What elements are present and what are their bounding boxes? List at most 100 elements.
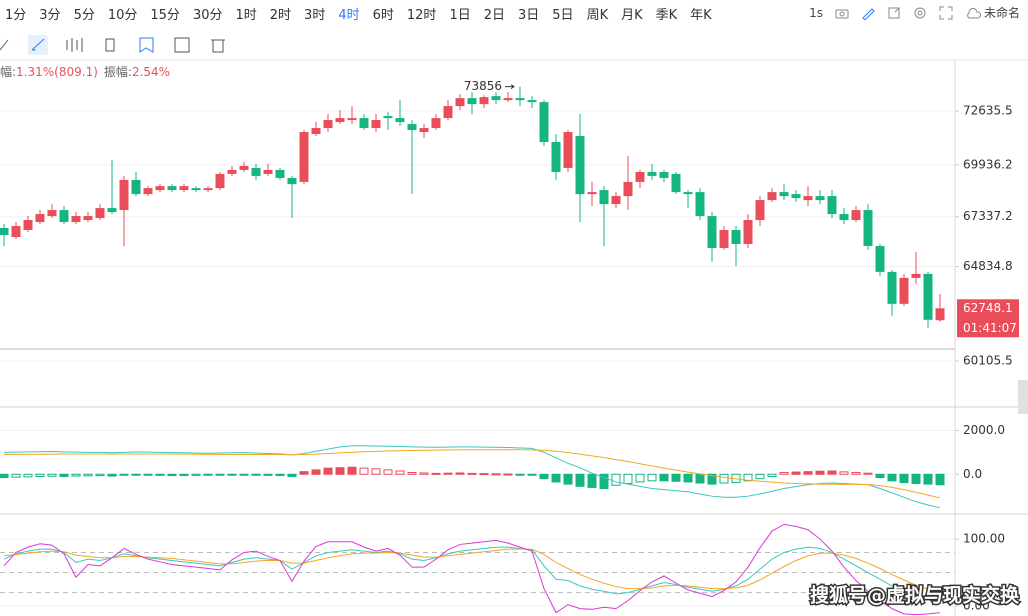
settings-icon[interactable]	[913, 6, 927, 20]
macd-bar	[515, 473, 525, 476]
candle-body	[167, 186, 177, 191]
candle-body	[143, 188, 153, 195]
interval-button[interactable]: 周K	[586, 7, 609, 23]
macd-bar	[683, 473, 693, 483]
macd-bar	[443, 472, 453, 475]
interval-button[interactable]: 5分	[73, 7, 95, 23]
macd-bar	[755, 473, 765, 480]
macd-bar	[647, 473, 657, 482]
macd-bar	[383, 469, 393, 475]
interval-button[interactable]: 4时	[338, 7, 360, 23]
macd-bar	[455, 472, 465, 475]
macd-bar	[779, 472, 789, 475]
macd-bar	[431, 472, 441, 475]
macd-bar	[827, 470, 837, 475]
macd-bar	[491, 473, 501, 476]
y-tick-label: 2000.0	[963, 423, 1005, 437]
macd-bar	[179, 473, 189, 477]
interval-button[interactable]: 3分	[39, 7, 61, 23]
layout[interactable]: 未命名	[965, 4, 1020, 21]
candle-body	[911, 273, 921, 278]
candle-body	[239, 165, 249, 170]
draw-icon[interactable]	[861, 6, 875, 20]
macd-bar	[287, 473, 297, 477]
interval-button[interactable]: 1时	[235, 7, 257, 23]
candle-body	[395, 118, 405, 123]
info-label: 振幅:	[103, 65, 132, 79]
max-arrow	[505, 84, 515, 90]
interval-button[interactable]: 2日	[483, 7, 505, 23]
candle-body	[923, 273, 933, 320]
pattern-icon[interactable]	[66, 38, 83, 52]
interval-button[interactable]: 3日	[518, 7, 540, 23]
macd-bar	[599, 473, 609, 490]
pen-icon[interactable]	[0, 39, 9, 51]
y-tick-label: 69936.2	[963, 157, 1013, 171]
indicator-line	[3, 449, 941, 499]
macd-bar	[839, 471, 849, 475]
candle-body	[779, 192, 789, 197]
expand-icon[interactable]	[887, 6, 901, 20]
candle-body	[563, 132, 573, 168]
note-icon[interactable]	[174, 37, 190, 53]
candle-body	[827, 196, 837, 215]
macd-bar	[815, 470, 825, 475]
candle-body	[227, 169, 237, 174]
macd-bar	[695, 473, 705, 484]
candle-body	[899, 277, 909, 304]
macd-bar	[323, 467, 333, 475]
candle-body	[539, 102, 549, 143]
macd-bar	[623, 473, 633, 484]
candle-body	[311, 128, 321, 135]
candle-body	[719, 230, 729, 248]
macd-bar	[203, 473, 213, 476]
interval-button[interactable]: 12时	[406, 7, 437, 23]
candle-body	[479, 97, 489, 105]
bookmark-icon[interactable]	[139, 37, 154, 53]
macd-bar	[611, 473, 621, 486]
candle-body	[839, 214, 849, 221]
interval-button[interactable]: 月K	[621, 7, 643, 23]
ruler-icon[interactable]	[105, 38, 115, 52]
delete-icon[interactable]	[211, 39, 225, 53]
macd-bar	[887, 473, 897, 482]
interval-button[interactable]: 30分	[192, 7, 223, 23]
macd-bar	[707, 473, 717, 485]
interval-button[interactable]: 3时	[304, 7, 326, 23]
info-line: 幅:1.31%(809.1) 振幅:2.54%	[0, 63, 176, 80]
candle-body	[815, 196, 825, 201]
line-tool-icon[interactable]	[31, 38, 45, 51]
y-tick-label: 60105.5	[963, 353, 1013, 367]
macd-bar	[299, 471, 309, 475]
interval-button[interactable]: 年K	[690, 7, 712, 23]
macd-bar	[587, 473, 597, 488]
interval-button[interactable]: 1日	[449, 7, 471, 23]
macd-bar	[155, 473, 165, 476]
macd-bar	[467, 472, 477, 475]
macd-bar	[335, 467, 345, 475]
camera-icon[interactable]	[835, 7, 849, 19]
drawing-toolbar	[0, 35, 225, 55]
interval-button[interactable]: 10分	[107, 7, 138, 23]
candle-body	[659, 171, 669, 178]
macd-bar	[215, 473, 225, 476]
interval-button[interactable]: 5日	[552, 7, 574, 23]
speed[interactable]: 1s	[809, 5, 823, 20]
interval-button[interactable]: 6时	[372, 7, 394, 23]
candle-body	[611, 196, 621, 205]
interval-button[interactable]: 15分	[150, 7, 180, 23]
macd-bar	[659, 473, 669, 482]
scroll-handle[interactable]	[1018, 380, 1028, 414]
candle-body	[755, 200, 765, 221]
macd-bar	[275, 473, 285, 477]
fullscreen-icon[interactable]	[939, 6, 953, 20]
macd-bar	[563, 473, 573, 485]
interval-button[interactable]: 季K	[655, 7, 678, 23]
interval-button[interactable]: 1分	[5, 7, 27, 23]
candle-body	[503, 98, 513, 101]
interval-button[interactable]: 2时	[269, 7, 292, 23]
macd-bar	[407, 472, 417, 475]
panel	[0, 110, 955, 362]
candle-body	[683, 192, 693, 195]
candle-body	[455, 98, 465, 107]
